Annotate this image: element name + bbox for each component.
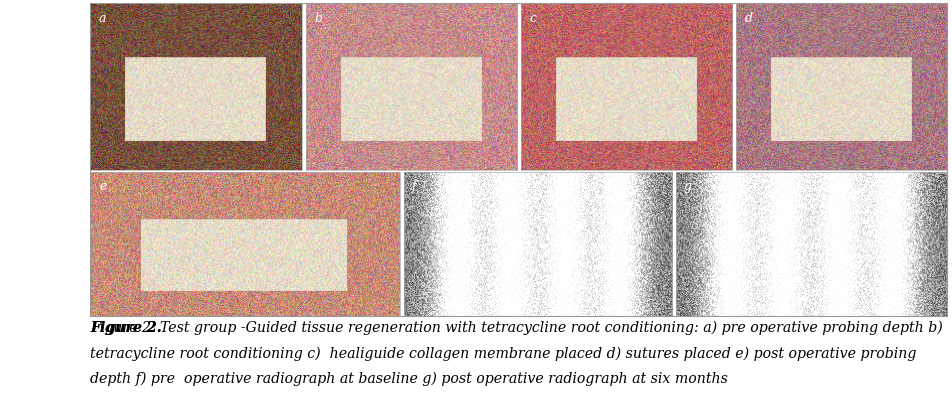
Text: f: f (411, 180, 416, 193)
Text: c: c (529, 13, 536, 26)
Text: Figure 2.: Figure 2. (90, 320, 162, 334)
Text: Figure 2. Test group -Guided tissue regeneration with tetracycline root conditio: Figure 2. Test group -Guided tissue rege… (90, 320, 943, 334)
Text: d: d (744, 13, 752, 26)
Text: a: a (99, 13, 107, 26)
Text: Figure 2.: Figure 2. (90, 320, 162, 334)
Text: tetracycline root conditioning c)  healiguide collagen membrane placed d) suture: tetracycline root conditioning c) healig… (90, 345, 917, 360)
Text: b: b (314, 13, 322, 26)
Text: g: g (684, 180, 692, 193)
Text: depth f) pre  operative radiograph at baseline g) post operative radiograph at s: depth f) pre operative radiograph at bas… (90, 371, 728, 385)
Text: e: e (100, 180, 108, 193)
